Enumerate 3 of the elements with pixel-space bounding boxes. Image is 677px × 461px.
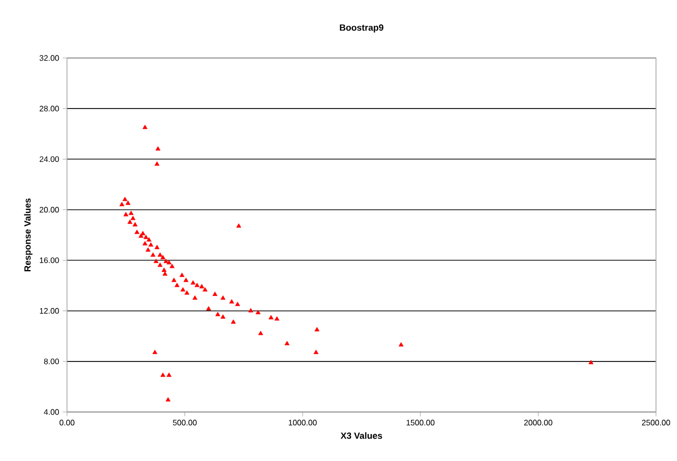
chart-title: Boostrap9 — [340, 24, 384, 32]
x-axis-title: X3 Values — [340, 432, 382, 439]
y-axis-title: Response Values — [24, 198, 32, 272]
